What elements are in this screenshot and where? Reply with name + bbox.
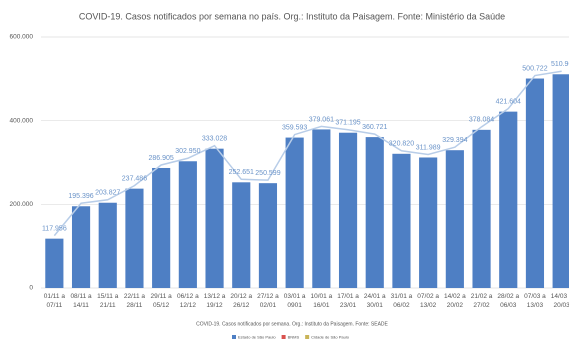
legend-label: Cidade de São Paulo — [311, 335, 350, 340]
legend-swatch — [305, 335, 310, 339]
data-label: 237.486 — [122, 175, 147, 182]
data-label: 379.061 — [309, 116, 334, 123]
data-label: 329.394 — [442, 137, 467, 144]
trend-line — [53, 70, 562, 237]
data-label: 302.950 — [175, 148, 200, 155]
x-tick-label: 29/11 a 05/12 — [151, 293, 173, 309]
bar — [205, 148, 224, 288]
bar — [499, 111, 518, 288]
y-tick-label: 600.000 — [10, 34, 34, 41]
legend-label: Estado de São Paulo — [238, 335, 276, 340]
data-label: 250.599 — [255, 170, 280, 177]
x-tick-label: 06/12 a 12/12 — [177, 293, 199, 309]
bar — [98, 202, 117, 288]
data-label: 421.604 — [496, 98, 521, 105]
x-tick-label: 15/11 a 21/11 — [97, 293, 119, 309]
x-tick-label: 13/12 a 19/12 — [204, 293, 226, 309]
bar — [125, 188, 144, 288]
x-tick-label: 28/02 a 06/03 — [497, 293, 519, 309]
x-tick-label: 01/11 a 07/11 — [44, 293, 66, 309]
x-tick-label: 22/11 a 28/11 — [124, 293, 146, 309]
data-label: 252.651 — [229, 169, 254, 176]
y-tick-label: 0 — [29, 285, 33, 292]
bar — [71, 206, 91, 288]
x-tick-label: 07/02 a 13/02 — [417, 293, 439, 309]
data-label: 117.956 — [42, 225, 67, 232]
data-label: 378.084 — [469, 117, 494, 124]
bar — [338, 132, 358, 288]
data-label: 195.396 — [68, 193, 93, 200]
y-tick-label: 400.000 — [10, 117, 34, 124]
x-tick-label: 27/12 a 02/01 — [257, 293, 279, 309]
data-label: 286.905 — [148, 155, 173, 162]
x-tick-label: 14/02 a 20/02 — [444, 293, 466, 309]
bar — [419, 157, 438, 288]
legend-label: BNMS — [288, 335, 300, 340]
x-tick-label: 08/11 a 14/11 — [70, 293, 92, 309]
bar — [312, 129, 331, 288]
legend-swatch — [232, 335, 236, 339]
x-tick-label: 03/01 a 0901 — [284, 293, 306, 309]
data-label: 311.989 — [416, 144, 441, 151]
bar — [45, 238, 64, 288]
data-label: 359.593 — [282, 124, 307, 131]
bar — [365, 137, 384, 288]
data-label: 360.721 — [362, 124, 387, 131]
data-label: 500.722 — [522, 65, 547, 72]
x-tick-label: 07/03 a 13/03 — [524, 293, 546, 309]
bar — [285, 137, 304, 288]
data-label: 320.820 — [389, 141, 414, 148]
bar — [178, 161, 197, 288]
bar — [472, 129, 491, 288]
bar — [258, 183, 278, 288]
x-tick-label: 20/12 a 26/12 — [230, 293, 252, 309]
data-label: 371.195 — [335, 120, 360, 127]
x-tick-label: 31/01 a 06/02 — [391, 293, 413, 309]
legend-swatch — [281, 335, 286, 339]
bar — [392, 153, 411, 288]
data-label: 510.90 — [551, 61, 569, 68]
bar — [525, 78, 545, 288]
bar — [552, 74, 569, 288]
x-tick-label: 10/01 a 16/01 — [311, 293, 333, 309]
bar — [445, 150, 464, 288]
data-label: 333.028 — [202, 136, 227, 143]
y-tick-label: 200.000 — [10, 201, 34, 208]
x-tick-label: 14/03 a20/03 — [551, 293, 569, 309]
x-tick-label: 24/01 a 30/01 — [364, 293, 386, 309]
caption: COVID-19. Casos notificados por semana. … — [196, 321, 388, 327]
bar — [152, 167, 171, 288]
bar — [232, 182, 251, 288]
chart-title: COVID-19. Casos notificados por semana n… — [79, 11, 505, 21]
data-label: 203.827 — [95, 190, 120, 197]
x-tick-label: 17/01 a 23/01 — [337, 293, 359, 309]
x-tick-label: 21/02 a 27/02 — [471, 293, 493, 309]
